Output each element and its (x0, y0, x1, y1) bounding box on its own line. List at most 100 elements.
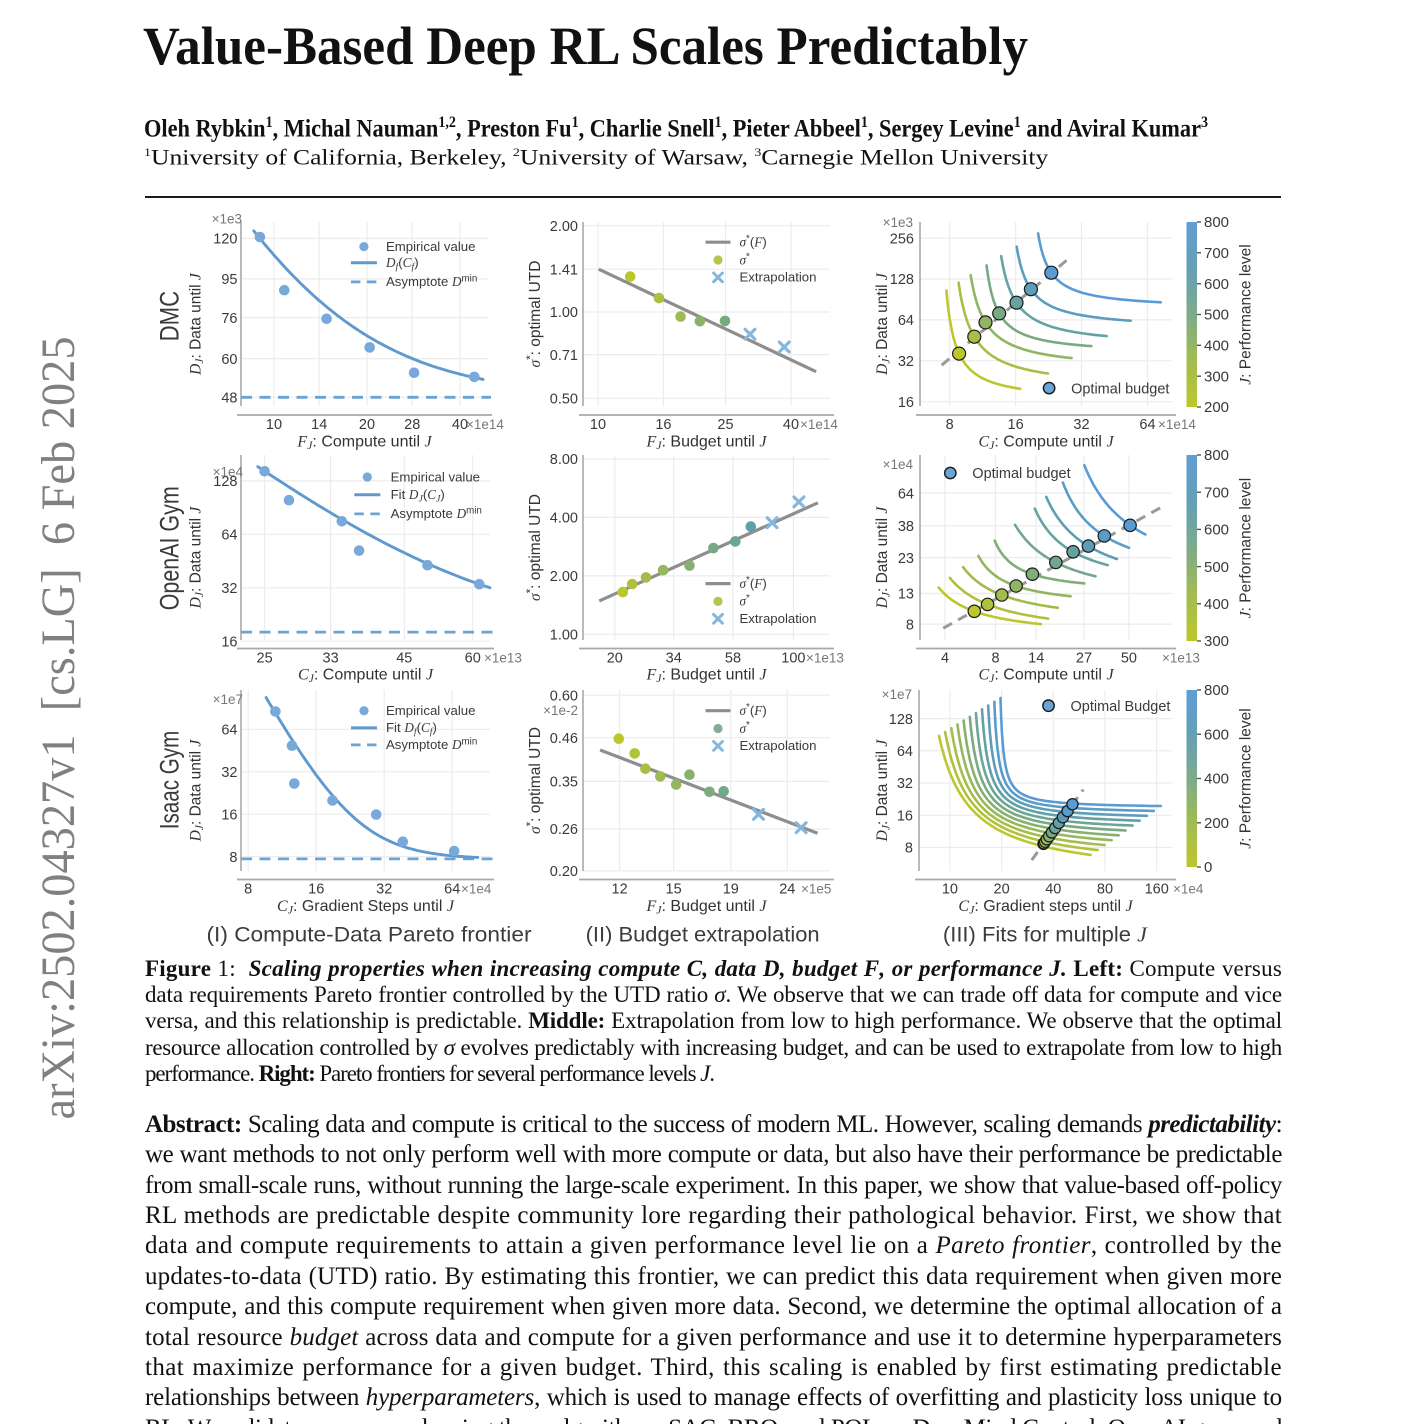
svg-text:14: 14 (1028, 651, 1044, 667)
svg-text:×1e14: ×1e14 (800, 417, 838, 432)
svg-text:8.00: 8.00 (550, 452, 578, 468)
svg-text:Fit DJ(CJ): Fit DJ(CJ) (391, 487, 445, 504)
svg-text:σ*: σ* (740, 720, 751, 736)
svg-text:27: 27 (1076, 651, 1092, 667)
svg-text:×1e4: ×1e4 (883, 457, 914, 472)
svg-text:25: 25 (257, 651, 273, 667)
svg-text:50: 50 (1121, 651, 1137, 667)
svg-text:σ*: optimal UTD: σ*: optimal UTD (525, 494, 544, 601)
svg-text:×1e-2: ×1e-2 (543, 703, 578, 718)
svg-text:16: 16 (221, 634, 237, 650)
svg-text:FJ: Budget until J: FJ: Budget until J (646, 898, 768, 917)
svg-text:10: 10 (942, 882, 958, 898)
svg-text:128: 128 (213, 474, 237, 490)
svg-text:σ*(F): σ*(F) (740, 234, 767, 250)
svg-text:×1e7: ×1e7 (213, 692, 243, 707)
svg-text:32: 32 (221, 581, 237, 597)
svg-text:8: 8 (906, 617, 914, 633)
svg-text:600: 600 (1204, 276, 1229, 293)
svg-text:20: 20 (359, 417, 375, 433)
svg-text:700: 700 (1204, 484, 1229, 501)
svg-text:CJ: Compute until J: CJ: Compute until J (978, 434, 1114, 453)
svg-text:0.50: 0.50 (550, 392, 578, 408)
svg-text:Isaac Gym: Isaac Gym (154, 731, 184, 830)
svg-text:38: 38 (898, 519, 914, 535)
svg-text:64: 64 (1139, 417, 1155, 433)
svg-text:J: Performance level: J: Performance level (1238, 244, 1255, 384)
svg-text:×1e5: ×1e5 (801, 882, 831, 897)
svg-text:25: 25 (717, 417, 733, 433)
svg-text:48: 48 (221, 391, 237, 407)
svg-text:400: 400 (1204, 596, 1229, 613)
svg-text:1.00: 1.00 (550, 628, 578, 644)
svg-text:FJ: Budget until J: FJ: Budget until J (646, 434, 768, 453)
svg-text:σ*(F): σ*(F) (740, 702, 767, 718)
svg-text:σ*: optimal UTD: σ*: optimal UTD (525, 261, 544, 368)
svg-text:DJ: Data until J: DJ: Data until J (874, 272, 893, 376)
svg-text:400: 400 (1204, 338, 1229, 355)
svg-text:19: 19 (723, 882, 739, 898)
svg-text:8: 8 (244, 882, 252, 898)
svg-text:Fit Df(Cf): Fit Df(Cf) (386, 720, 437, 737)
svg-text:80: 80 (1097, 882, 1113, 898)
svg-text:58: 58 (725, 651, 741, 667)
svg-text:1.41: 1.41 (550, 262, 578, 278)
svg-text:CJ: Compute until J: CJ: Compute until J (978, 667, 1114, 686)
svg-text:2.00: 2.00 (550, 569, 578, 585)
svg-text:64: 64 (897, 744, 913, 760)
svg-text:64: 64 (221, 723, 237, 739)
svg-text:32: 32 (376, 882, 392, 898)
svg-text:σ*: optimal UTD: σ*: optimal UTD (525, 727, 544, 834)
svg-text:×1e13: ×1e13 (484, 651, 522, 666)
svg-text:DJ: Data until J: DJ: Data until J (874, 739, 893, 843)
svg-text:σ*(F): σ*(F) (740, 575, 767, 591)
svg-text:CJ: Gradient steps until J: CJ: Gradient steps until J (958, 898, 1133, 917)
svg-text:(II) Budget extrapolation: (II) Budget extrapolation (586, 923, 820, 947)
svg-text:DJ: Data until J: DJ: Data until J (188, 739, 207, 843)
svg-text:32: 32 (1073, 417, 1089, 433)
svg-text:40: 40 (1045, 882, 1061, 898)
svg-text:64: 64 (444, 882, 460, 898)
svg-text:64: 64 (898, 486, 914, 502)
svg-text:0.71: 0.71 (550, 348, 578, 364)
svg-text:76: 76 (221, 311, 237, 327)
svg-text:Extrapolation: Extrapolation (740, 611, 817, 626)
svg-text:200: 200 (1204, 815, 1229, 832)
svg-text:800: 800 (1204, 214, 1229, 231)
svg-text:8: 8 (946, 417, 954, 433)
svg-text:15: 15 (666, 882, 682, 898)
svg-text:33: 33 (323, 651, 339, 667)
svg-text:Asymptote Dmin: Asymptote Dmin (386, 736, 477, 752)
svg-text:34: 34 (666, 651, 682, 667)
svg-text:32: 32 (221, 765, 237, 781)
svg-text:16: 16 (308, 882, 324, 898)
svg-text:×1e4: ×1e4 (213, 464, 244, 479)
svg-text:16: 16 (1008, 417, 1024, 433)
svg-text:800: 800 (1204, 447, 1229, 464)
svg-text:×1e4: ×1e4 (461, 882, 492, 897)
svg-text:64: 64 (221, 528, 237, 544)
svg-text:FJ: Budget until J: FJ: Budget until J (646, 667, 768, 686)
svg-text:Extrapolation: Extrapolation (740, 738, 817, 753)
svg-text:14: 14 (311, 417, 327, 433)
svg-text:Asymptote Dmin: Asymptote Dmin (391, 505, 482, 521)
svg-text:500: 500 (1204, 307, 1229, 324)
svg-text:σ*: σ* (740, 252, 751, 268)
svg-text:×1e7: ×1e7 (882, 687, 912, 702)
svg-text:8: 8 (905, 841, 913, 857)
svg-text:16: 16 (655, 417, 671, 433)
svg-text:60: 60 (221, 352, 237, 368)
svg-text:0: 0 (1204, 859, 1212, 876)
svg-text:FJ: Compute until J: FJ: Compute until J (296, 434, 432, 453)
svg-text:160: 160 (1145, 882, 1169, 898)
svg-text:4.00: 4.00 (550, 511, 578, 527)
svg-text:13: 13 (898, 587, 914, 603)
svg-text:Optimal Budget: Optimal Budget (1071, 699, 1171, 715)
svg-text:800: 800 (1204, 682, 1229, 699)
svg-text:300: 300 (1204, 633, 1229, 650)
svg-text:DJ: Data until J: DJ: Data until J (188, 272, 207, 376)
svg-text:700: 700 (1204, 245, 1229, 262)
svg-text:DJ: Data until J: DJ: Data until J (874, 506, 893, 610)
svg-text:×1e14: ×1e14 (466, 417, 504, 432)
svg-text:12: 12 (612, 882, 628, 898)
